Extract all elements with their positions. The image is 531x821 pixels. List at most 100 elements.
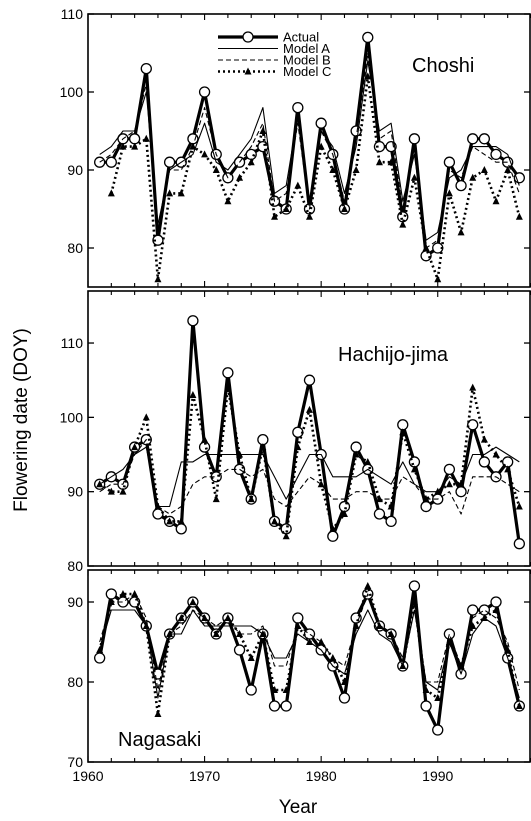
point-actual [420,500,432,513]
point-model-c [492,606,500,613]
point-model-c [317,142,325,150]
series-actual-hachijo-jima [94,315,525,550]
point-model-c [434,275,442,283]
point-actual [478,604,491,616]
point-model-c [107,598,115,605]
legend-marker-model-c [244,67,252,75]
point-model-c [142,413,150,421]
point-model-c [445,480,453,488]
point-model-c [201,150,209,158]
panel-label-nagasaki: Nagasaki [118,729,201,751]
point-model-c [96,480,104,488]
series-model-b-hachijo-jima [99,439,520,515]
point-model-c [236,630,244,637]
point-actual [222,367,234,379]
series-model-a-hachijo-jima [99,446,520,508]
point-model-c [259,127,267,134]
point-actual [187,315,199,327]
legend-label-model-b: Model B [283,53,331,68]
point-actual [303,374,316,386]
point-model-c [154,502,162,510]
point-model-c [166,189,174,197]
point-actual [303,628,316,640]
point-model-c [212,630,220,637]
point-model-c [480,166,488,173]
point-model-c [340,205,348,212]
point-model-c [119,142,127,150]
point-model-c [294,443,302,451]
point-model-c [131,590,139,597]
series-line-actual [98,584,521,732]
point-model-c [306,405,313,413]
point-model-c [294,181,302,189]
chart-panels: 80 90 100 110 Choshi 80 90 100 110 Hachijo-jima 70… [60,6,531,784]
point-model-c [469,173,477,181]
point-model-c [271,212,279,220]
point-model-c [166,630,174,637]
point-model-c [387,630,395,637]
point-model-c [119,590,127,597]
point-model-c [259,443,267,451]
point-model-c [166,517,174,525]
point-actual [443,156,456,168]
point-actual [233,644,246,656]
y-tick-label-choshi: 100 [60,84,84,100]
point-model-c [271,686,279,693]
point-model-c [504,465,512,473]
point-model-c [375,495,383,503]
point-model-c [340,509,348,517]
point-actual [187,133,199,145]
y-tick-label-choshi: 80 [67,240,83,256]
point-model-c [399,220,407,228]
point-actual [327,530,339,542]
point-actual [490,596,502,608]
point-actual [513,538,525,550]
point-model-c [480,614,488,621]
point-model-c [434,487,442,495]
point-actual [420,700,432,712]
point-model-c [352,622,360,629]
point-actual [362,31,374,44]
point-model-c [189,598,197,605]
point-actual [163,156,176,168]
point-model-c [329,524,337,532]
point-model-c [364,72,372,80]
point-actual [94,652,106,664]
point-model-c [224,614,232,621]
y-tick-label-hachijo-jima: 90 [67,484,83,500]
point-model-c [119,487,127,495]
legend-entry-model-c: Model C [218,64,331,79]
point-actual [338,692,351,704]
y-tick-label-choshi: 110 [61,6,84,22]
point-model-c [96,646,104,653]
point-model-c [189,142,197,150]
panel-hachijo-jima: 80 90 100 110 Hachijo-jima [60,290,531,574]
point-model-c [375,622,383,629]
y-axis-label: Flowering date (DOY) [11,328,32,512]
point-model-c [434,694,442,701]
y-tick-label-hachijo-jima: 110 [61,335,84,351]
point-model-c [271,517,279,525]
point-model-c [142,134,150,142]
point-actual [292,612,304,624]
point-model-c [154,710,162,717]
point-model-c [387,158,395,166]
point-model-c [224,197,232,205]
point-actual [455,179,467,192]
point-model-c [457,228,465,236]
point-actual [432,724,444,736]
point-actual [467,419,479,431]
point-model-c [201,435,209,443]
point-actual [152,234,164,246]
point-model-c [445,638,453,645]
point-actual [420,250,432,262]
point-model-c [282,205,290,212]
point-actual [467,604,479,616]
series-model-b-choshi [99,52,520,249]
point-model-c [480,435,488,443]
point-actual [443,628,456,640]
point-model-c [177,517,185,525]
y-tick-label-nagasaki: 70 [67,754,83,770]
